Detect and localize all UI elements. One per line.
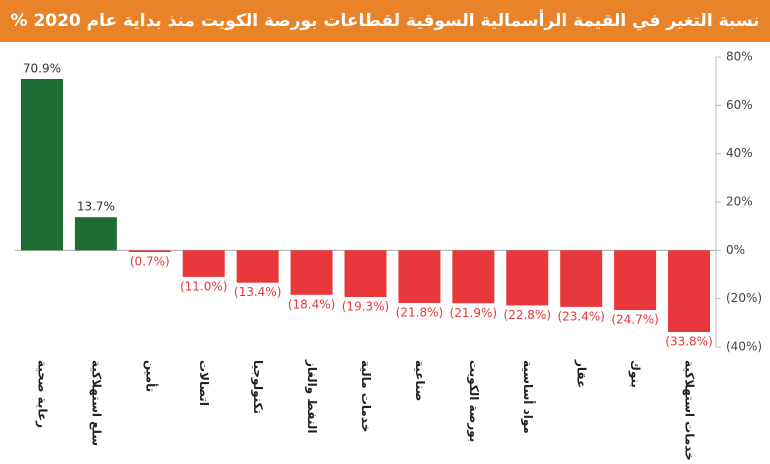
value-label: (24.7%) bbox=[611, 313, 658, 327]
value-label: (23.4%) bbox=[557, 309, 604, 323]
value-label: (21.9%) bbox=[450, 306, 497, 320]
x-tick-label: خدمات استهلاكية bbox=[683, 360, 697, 461]
bar bbox=[398, 250, 441, 304]
bar bbox=[506, 250, 549, 306]
value-label: (18.4%) bbox=[288, 297, 335, 311]
value-label: 70.9% bbox=[23, 61, 61, 75]
bar bbox=[290, 250, 333, 295]
value-label: (21.8%) bbox=[396, 306, 443, 320]
value-label: (22.8%) bbox=[504, 308, 551, 322]
y-tick-label: 40% bbox=[726, 146, 753, 160]
y-tick-label: 80% bbox=[726, 50, 753, 64]
x-tick-label: صناعية bbox=[413, 360, 427, 401]
x-tick-label: بورصة الكويت bbox=[466, 360, 481, 442]
x-tick-label: اتصالات bbox=[197, 360, 211, 406]
y-tick-label: (40%) bbox=[726, 340, 762, 354]
title-band bbox=[0, 0, 770, 42]
x-tick-label: سلع استهلاكية bbox=[89, 360, 103, 446]
bar bbox=[182, 250, 225, 277]
bar bbox=[236, 250, 279, 283]
y-tick-label: 0% bbox=[726, 243, 745, 257]
bar bbox=[74, 217, 117, 251]
y-tick-label: 20% bbox=[726, 195, 753, 209]
x-tick-label: بنوك bbox=[628, 360, 643, 388]
bar bbox=[20, 78, 63, 251]
x-tick-label: مواد أساسية bbox=[520, 360, 536, 434]
bar bbox=[128, 250, 171, 253]
y-tick-label: (20%) bbox=[726, 291, 762, 305]
x-tick-label: تكنولوجيا bbox=[250, 360, 265, 414]
x-tick-label: تأمين bbox=[143, 360, 158, 392]
x-tick-label: النفط والغاز bbox=[304, 359, 319, 433]
value-label: (13.4%) bbox=[234, 285, 281, 299]
bar bbox=[344, 250, 387, 297]
value-label: (19.3%) bbox=[342, 299, 389, 313]
value-label: (11.0%) bbox=[180, 279, 227, 293]
bar bbox=[614, 250, 657, 311]
x-tick-label: خدمات مالية bbox=[359, 360, 373, 432]
bar bbox=[560, 250, 603, 307]
value-label: 13.7% bbox=[77, 200, 115, 214]
value-label: (33.8%) bbox=[665, 335, 712, 349]
x-tick-label: عقار bbox=[575, 359, 589, 388]
bar bbox=[668, 250, 711, 333]
value-label: (0.7%) bbox=[130, 255, 170, 269]
bar bbox=[452, 250, 495, 304]
chart-title: نسبة التغير في القيمة الرأسمالية السوقية… bbox=[10, 9, 759, 31]
y-tick-label: 60% bbox=[726, 98, 753, 112]
x-tick-label: رعاية صحية bbox=[35, 360, 49, 428]
